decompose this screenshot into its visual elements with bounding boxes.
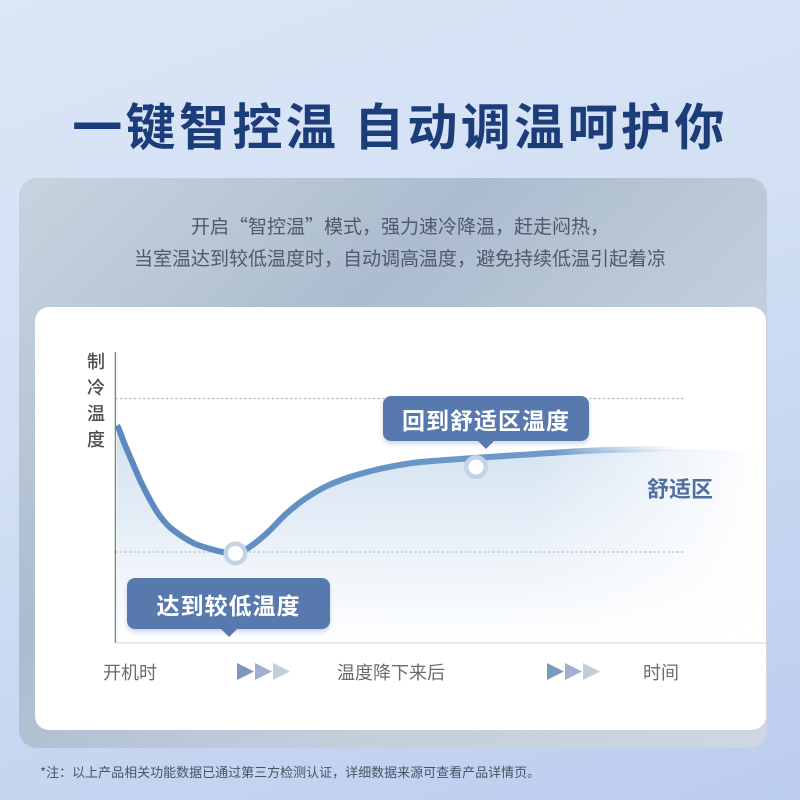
svg-text:舒适区: 舒适区 xyxy=(647,472,713,504)
svg-text:温度降下来后: 温度降下来后 xyxy=(337,659,445,685)
svg-text:冷: 冷 xyxy=(87,374,105,400)
svg-text:制: 制 xyxy=(87,348,105,374)
svg-text:度: 度 xyxy=(87,426,105,452)
svg-text:时间: 时间 xyxy=(643,659,679,685)
svg-text:开机时: 开机时 xyxy=(103,659,157,685)
svg-text:温: 温 xyxy=(87,400,105,426)
